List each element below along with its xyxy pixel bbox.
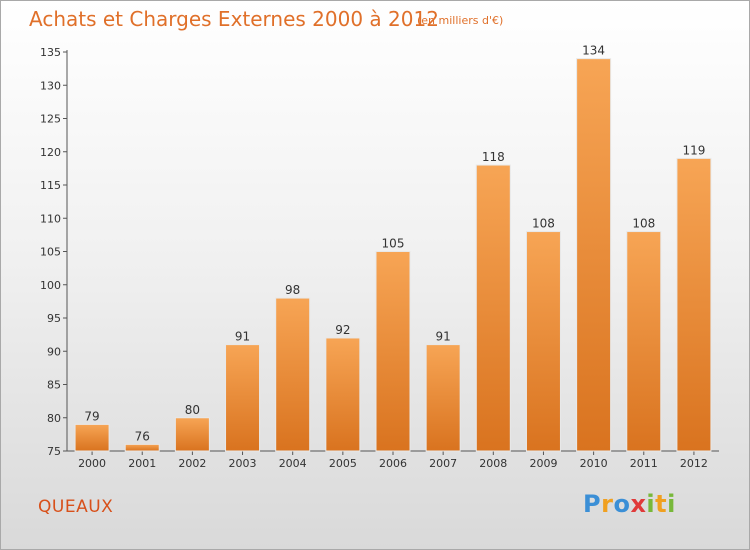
y-tick-label: 90	[47, 345, 61, 358]
x-tick-label: 2010	[580, 457, 608, 470]
x-tick-label: 2008	[479, 457, 507, 470]
bar-2008	[475, 164, 511, 452]
x-tick-label: 2006	[379, 457, 407, 470]
bar-value-label: 92	[335, 323, 350, 337]
bar-2006	[375, 251, 411, 452]
y-tick-label: 80	[47, 412, 61, 425]
bar-2005	[325, 337, 361, 452]
bar-2003	[225, 344, 261, 452]
x-tick-label: 2005	[329, 457, 357, 470]
y-tick-label: 135	[40, 46, 61, 59]
x-tick-label: 2012	[680, 457, 708, 470]
x-tick-label: 2009	[529, 457, 557, 470]
y-tick-label: 85	[47, 379, 61, 392]
chart-labels: 79 2000 76 2001 80 2002 91 2003 98 2004 92 2005 105 2…	[78, 44, 708, 470]
y-tick-label: 75	[47, 445, 61, 458]
y-tick-label: 120	[40, 146, 61, 159]
logo-letter: o	[613, 490, 631, 518]
logo-letter: r	[601, 490, 614, 518]
y-tick-label: 95	[47, 312, 61, 325]
bar-2004	[275, 297, 311, 452]
bar-2000	[74, 423, 110, 452]
bar-2002	[174, 417, 210, 452]
proxiti-logo: Proxiti	[583, 490, 676, 518]
x-tick-label: 2007	[429, 457, 457, 470]
y-tick-label: 125	[40, 113, 61, 126]
logo-letter: P	[583, 490, 602, 518]
bar-2009	[525, 231, 561, 452]
bar-2001	[124, 443, 160, 452]
bar-2010	[576, 58, 612, 452]
y-tick-label: 105	[40, 246, 61, 259]
chart-bars	[74, 58, 712, 452]
bar-2007	[425, 344, 461, 452]
bar-value-label: 79	[84, 409, 99, 423]
x-tick-label: 2004	[279, 457, 307, 470]
chart-title: Achats et Charges Externes 2000 à 2012	[29, 7, 439, 31]
y-tick-label: 115	[40, 179, 61, 192]
bar-value-label: 80	[185, 403, 200, 417]
logo-letter: i	[646, 490, 656, 518]
x-tick-label: 2003	[229, 457, 257, 470]
bar-value-label: 108	[532, 217, 555, 231]
commune-name: QUEAUX	[38, 497, 114, 517]
y-tick-label: 110	[40, 212, 61, 225]
bar-value-label: 91	[235, 330, 250, 344]
y-tick-label: 100	[40, 279, 61, 292]
chart-axes: 75 80 85 90 95 100 105 110 115 120 125 130 135	[40, 46, 719, 458]
logo-letter: t	[655, 490, 668, 518]
bar-value-label: 98	[285, 283, 300, 297]
bar-value-label: 118	[482, 150, 505, 164]
bar-value-label: 119	[682, 143, 705, 157]
bar-value-label: 105	[382, 237, 405, 251]
logo-letter: i	[667, 490, 676, 518]
x-tick-label: 2000	[78, 457, 106, 470]
bar-2012	[676, 157, 712, 452]
chart-subtitle: (en milliers d'€)	[417, 14, 504, 27]
logo-letter: x	[630, 490, 647, 518]
bar-value-label: 134	[582, 44, 605, 58]
x-tick-label: 2002	[178, 457, 206, 470]
bar-value-label: 91	[436, 330, 451, 344]
bar-2011	[626, 231, 662, 452]
y-tick-label: 130	[40, 79, 61, 92]
x-tick-label: 2011	[630, 457, 658, 470]
x-tick-label: 2001	[128, 457, 156, 470]
bar-value-label: 108	[632, 217, 655, 231]
bar-value-label: 76	[135, 429, 150, 443]
